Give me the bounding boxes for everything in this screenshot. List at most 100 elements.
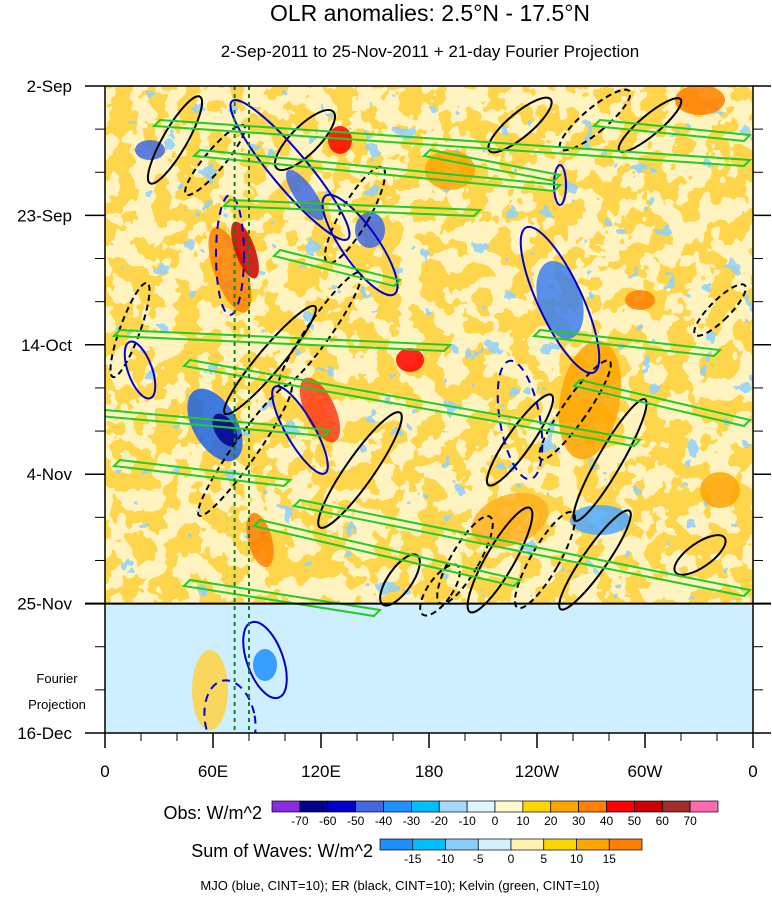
obs-colorbar-swatch (271, 800, 301, 813)
marker-lines (233, 86, 250, 733)
obs-colorbar-label: 0 (492, 814, 499, 828)
er-contour (485, 393, 555, 487)
anomaly-patch (425, 150, 475, 190)
obs-colorbar-title: Obs: W/m^2 (164, 803, 262, 823)
obs-colorbar-label: 40 (600, 814, 614, 828)
waves-colorbar-swatch (445, 838, 479, 851)
anomaly-patch (625, 290, 655, 310)
obs-colorbar-swatch (661, 800, 691, 813)
obs-colorbar-swatch (522, 800, 552, 813)
anomaly-patch (675, 86, 725, 115)
obs-colorbar-swatch (383, 800, 412, 813)
y-tick-label: 23-Sep (17, 206, 72, 225)
chart-title: OLR anomalies: 2.5°N - 17.5°N (270, 0, 590, 26)
waves-colorbar: -15 -10 -5 0 5 10 15 (379, 838, 643, 866)
anomaly-patch (570, 505, 630, 535)
kelvin-contour (531, 328, 723, 358)
obs-colorbar-label: 20 (544, 814, 558, 828)
anomaly-patch (231, 221, 259, 279)
wave-contours (105, 88, 753, 733)
waves-colorbar-label: 5 (540, 852, 547, 866)
er-contour (197, 383, 293, 517)
er-contour (109, 281, 151, 379)
obs-colorbar-label: -20 (431, 814, 449, 828)
er-contour (572, 398, 648, 522)
y-tick-label: 2-Sep (27, 77, 72, 96)
er-contour (323, 165, 387, 265)
waves-colorbar-swatch (477, 838, 512, 851)
mjo-contour (496, 359, 544, 481)
mjo-contour (229, 99, 351, 241)
anomaly-patch (192, 650, 228, 730)
waves-colorbar-swatch (608, 838, 643, 851)
er-contour (223, 304, 317, 416)
er-contour (693, 283, 747, 337)
chart-subtitle: 2-Sep-2011 to 25-Nov-2011 + 21-day Fouri… (221, 42, 639, 61)
mjo-contour (215, 194, 245, 316)
waves-colorbar-title: Sum of Waves: W/m^2 (191, 841, 373, 861)
kelvin-contour (252, 518, 522, 588)
mjo-contour (203, 679, 257, 733)
obs-colorbar-swatch (634, 800, 663, 813)
waves-colorbar-swatch (576, 838, 610, 851)
kelvin-contour (272, 248, 402, 288)
mjo-contour (123, 340, 157, 400)
waves-colorbar-label: -10 (437, 852, 455, 866)
er-contour (673, 534, 727, 576)
obs-colorbar-label: -10 (458, 814, 476, 828)
waves-colorbar-label: -15 (404, 852, 422, 866)
obs-colorbar-swatch (578, 800, 607, 813)
obs-colorbar-swatch (299, 800, 329, 813)
obs-colorbar-swatch (494, 800, 524, 813)
waves-colorbar-swatch (510, 838, 545, 851)
anomaly-patch (285, 169, 325, 221)
waves-colorbar-label: 10 (570, 852, 584, 866)
y-tick-label: 16-Dec (17, 724, 72, 743)
er-contour (558, 88, 632, 152)
plot-area (105, 86, 753, 733)
obs-colorbar-swatch (466, 800, 496, 813)
obs-colorbar-swatch (411, 800, 440, 813)
obs-colorbar-swatch (550, 800, 579, 813)
obs-colorbar-label: -30 (403, 814, 421, 828)
er-contour (513, 510, 577, 610)
obs-colorbar-swatch (689, 800, 719, 813)
obs-colorbar-swatch (355, 800, 384, 813)
kelvin-contour (105, 408, 333, 438)
x-tick-label: 120E (301, 762, 341, 781)
er-contour (487, 96, 553, 154)
anomaly-patch (135, 140, 165, 160)
mjo-contour (519, 225, 601, 375)
x-axis: 0 60E 120E 180 120W 60W 0 (100, 733, 758, 781)
anomaly-patch (253, 649, 277, 681)
obs-colorbar-swatch (438, 800, 468, 813)
anomaly-patch (299, 377, 341, 443)
x-tick-label: 0 (100, 762, 109, 781)
waves-colorbar-swatch (543, 838, 577, 851)
er-contour (558, 509, 632, 611)
obs-colorbar-label: 70 (683, 814, 697, 828)
obs-colorbar-label: 50 (628, 814, 642, 828)
obs-colorbar-swatch (606, 800, 635, 813)
x-tick-label: 0 (748, 762, 757, 781)
er-contour (317, 411, 403, 529)
kelvin-contour (221, 198, 483, 218)
obs-colorbar-swatch (327, 800, 356, 813)
y-tick-label: 14-Oct (21, 336, 72, 355)
kelvin-contour (181, 358, 643, 448)
kelvin-contour (181, 578, 383, 618)
y-tick-label: 4-Nov (27, 465, 73, 484)
kelvin-contour (111, 328, 453, 353)
kelvin-contour (291, 498, 753, 598)
anomaly-patch (700, 472, 740, 508)
waves-colorbar-label: 0 (508, 852, 515, 866)
kelvin-contour (151, 118, 753, 168)
anomaly-patch (558, 340, 622, 460)
obs-colorbar-label: 10 (516, 814, 530, 828)
anomaly-patch (396, 348, 424, 372)
projection-label-line2: Projection (28, 697, 86, 712)
mjo-contour (242, 620, 288, 700)
kelvin-contour (111, 458, 293, 488)
waves-colorbar-swatch (412, 838, 446, 851)
